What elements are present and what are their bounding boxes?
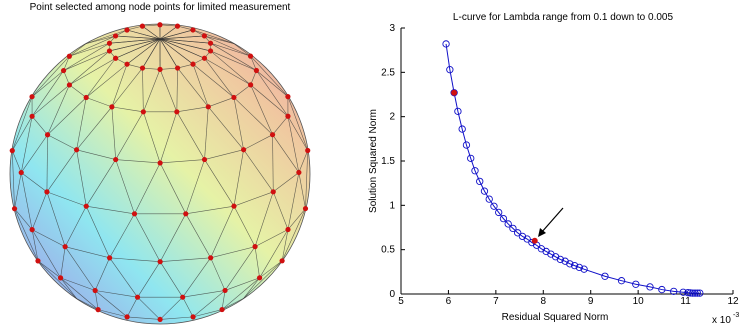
node-point <box>208 41 213 46</box>
x-tick-label: 6 <box>446 296 452 307</box>
node-point <box>95 307 100 312</box>
node-point <box>141 109 146 114</box>
node-point <box>175 65 180 70</box>
node-point <box>35 258 40 263</box>
node-point <box>157 317 162 322</box>
node-point <box>140 24 145 29</box>
x-tick-label: 8 <box>541 296 547 307</box>
node-point <box>135 295 140 300</box>
node-point <box>257 275 262 280</box>
node-point <box>180 295 185 300</box>
node-point <box>67 54 72 59</box>
node-point <box>271 189 276 194</box>
node-point <box>67 82 72 87</box>
node-point <box>158 160 163 165</box>
node-point <box>113 157 118 162</box>
node-point <box>29 114 34 119</box>
node-point <box>202 56 207 61</box>
node-point <box>303 206 308 211</box>
node-point <box>158 259 163 264</box>
node-point <box>208 48 213 53</box>
node-point <box>84 95 89 100</box>
x-tick-label: 11 <box>680 296 691 307</box>
node-point <box>285 114 290 119</box>
node-point <box>285 94 290 99</box>
node-point <box>248 82 253 87</box>
node-point <box>222 288 227 293</box>
node-point <box>248 54 253 59</box>
node-point <box>140 65 145 70</box>
node-point <box>254 68 259 73</box>
node-point <box>208 255 213 260</box>
node-point <box>45 132 50 137</box>
chart-title: L-curve for Lambda range from 0.1 down t… <box>453 12 674 23</box>
node-point <box>157 22 162 27</box>
node-point <box>29 94 34 99</box>
node-point <box>252 244 257 249</box>
node-point <box>190 314 195 319</box>
node-point <box>124 62 129 67</box>
node-point <box>84 204 89 209</box>
arrow <box>538 208 563 237</box>
node-point <box>107 41 112 46</box>
node-point <box>285 227 290 232</box>
y-tick-label: 0 <box>389 289 395 300</box>
x-tick-label: 12 <box>727 296 739 307</box>
node-point <box>10 148 15 153</box>
highlight-point <box>452 90 457 95</box>
node-point <box>44 189 49 194</box>
y-tick-label: 1 <box>389 200 395 211</box>
x-axis-label: Residual Squared Norm <box>502 312 609 323</box>
node-point <box>19 170 24 175</box>
x-multiplier: x 10 <box>712 315 731 326</box>
node-point <box>74 147 79 152</box>
x-tick-label: 7 <box>493 296 499 307</box>
node-point <box>113 33 118 38</box>
node-point <box>113 56 118 61</box>
node-point <box>107 255 112 260</box>
x-tick-label: 9 <box>588 296 594 307</box>
node-point <box>12 206 17 211</box>
y-axis-label: Solution Squared Norm <box>368 109 379 213</box>
node-point <box>202 157 207 162</box>
y-tick-label: 0.5 <box>381 245 395 256</box>
node-point <box>124 27 129 32</box>
y-tick-label: 3 <box>389 23 395 34</box>
y-tick-label: 2.5 <box>381 67 395 78</box>
node-point <box>241 147 246 152</box>
node-point <box>174 109 179 114</box>
y-tick-label: 2 <box>389 112 395 123</box>
node-point <box>58 275 63 280</box>
node-point <box>190 27 195 32</box>
node-point <box>280 258 285 263</box>
node-point <box>190 62 195 67</box>
node-point <box>296 170 301 175</box>
node-point <box>107 48 112 53</box>
x-exponent: -3 <box>733 312 739 319</box>
node-point <box>219 307 224 312</box>
node-point <box>157 67 162 72</box>
node-point <box>270 132 275 137</box>
node-point <box>206 104 211 109</box>
node-point <box>231 204 236 209</box>
node-point <box>61 68 66 73</box>
highlight-point <box>532 238 537 243</box>
node-point <box>109 104 114 109</box>
node-point <box>202 33 207 38</box>
node-point <box>63 244 68 249</box>
node-point <box>30 227 35 232</box>
node-point <box>305 148 310 153</box>
node-point <box>183 211 188 216</box>
y-tick-label: 1.5 <box>381 156 395 167</box>
curve <box>446 44 700 293</box>
sphere-title: Point selected among node points for lim… <box>30 2 291 13</box>
node-point <box>132 211 137 216</box>
node-point <box>175 24 180 29</box>
page: Point selected among node points for lim… <box>0 0 739 327</box>
x-tick-label: 5 <box>398 296 404 307</box>
node-point <box>231 95 236 100</box>
node-point <box>93 288 98 293</box>
node-point <box>125 314 130 319</box>
x-tick-label: 10 <box>633 296 645 307</box>
